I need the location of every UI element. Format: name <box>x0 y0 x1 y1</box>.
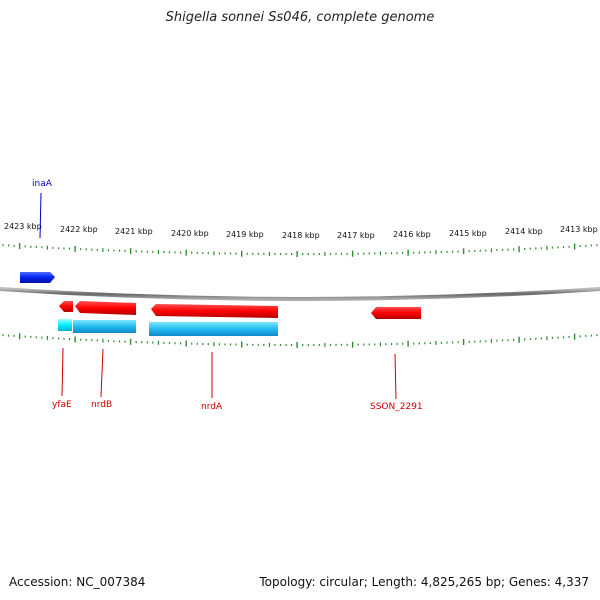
gene-SSON_2291-leader <box>394 353 397 400</box>
tick-label-2415: 2415 kbp <box>449 229 487 238</box>
gene-nrdB-arrow[interactable] <box>75 301 136 315</box>
gene-inaA-leader <box>39 192 42 239</box>
gene-yfaE-label: yfaE <box>52 400 72 410</box>
gene-nrdA[interactable]: nrdA <box>149 304 278 412</box>
gene-yfaE[interactable]: yfaE <box>52 301 73 410</box>
tick-label-2420: 2420 kbp <box>171 229 209 238</box>
tick-label-2413: 2413 kbp <box>560 225 598 234</box>
gene-SSON_2291-label: SSON_2291 <box>370 402 423 412</box>
tick-label-2417: 2417 kbp <box>337 231 375 240</box>
gene-nrdA-label: nrdA <box>201 402 223 412</box>
gene-inaA[interactable]: inaA <box>20 179 55 283</box>
gene-nrdB-label: nrdB <box>91 400 112 410</box>
cds-nrdB[interactable] <box>73 320 136 333</box>
upper-ruler: 2423 kbp 2422 kbp 2421 kbp 2420 kbp 2419… <box>2 222 598 257</box>
gene-inaA-label: inaA <box>32 179 53 189</box>
upper-ruler-ticks <box>2 243 598 257</box>
gene-nrdB[interactable]: nrdB <box>73 301 136 410</box>
tick-label-2414: 2414 kbp <box>505 227 543 236</box>
gene-yfaE-arrow[interactable] <box>59 301 73 312</box>
tick-label-2421: 2421 kbp <box>115 227 153 236</box>
genome-title: Shigella sonnei Ss046, complete genome <box>165 10 435 25</box>
tick-label-2423: 2423 kbp <box>4 222 42 231</box>
tick-label-2418: 2418 kbp <box>282 231 320 240</box>
upper-ruler-labels: 2423 kbp 2422 kbp 2421 kbp 2420 kbp 2419… <box>4 222 598 240</box>
cds-nrdA[interactable] <box>149 322 278 336</box>
gene-inaA-arrow[interactable] <box>20 272 55 283</box>
gene-yfaE-leader <box>61 347 64 397</box>
genome-backbone <box>0 287 600 301</box>
tick-label-2419: 2419 kbp <box>226 230 264 239</box>
genome-summary-text: Topology: circular; Length: 4,825,265 bp… <box>259 575 589 589</box>
gene-SSON_2291[interactable]: SSON_2291 <box>370 307 423 412</box>
tick-label-2416: 2416 kbp <box>393 230 431 239</box>
gene-nrdB-leader <box>100 348 104 398</box>
cds-yfaE[interactable] <box>58 319 72 331</box>
lower-ruler-ticks <box>2 333 598 348</box>
accession-text: Accession: NC_007384 <box>9 575 146 589</box>
tick-label-2422: 2422 kbp <box>60 225 98 234</box>
gene-SSON_2291-arrow[interactable] <box>371 307 421 319</box>
gene-nrdA-arrow[interactable] <box>151 304 278 318</box>
